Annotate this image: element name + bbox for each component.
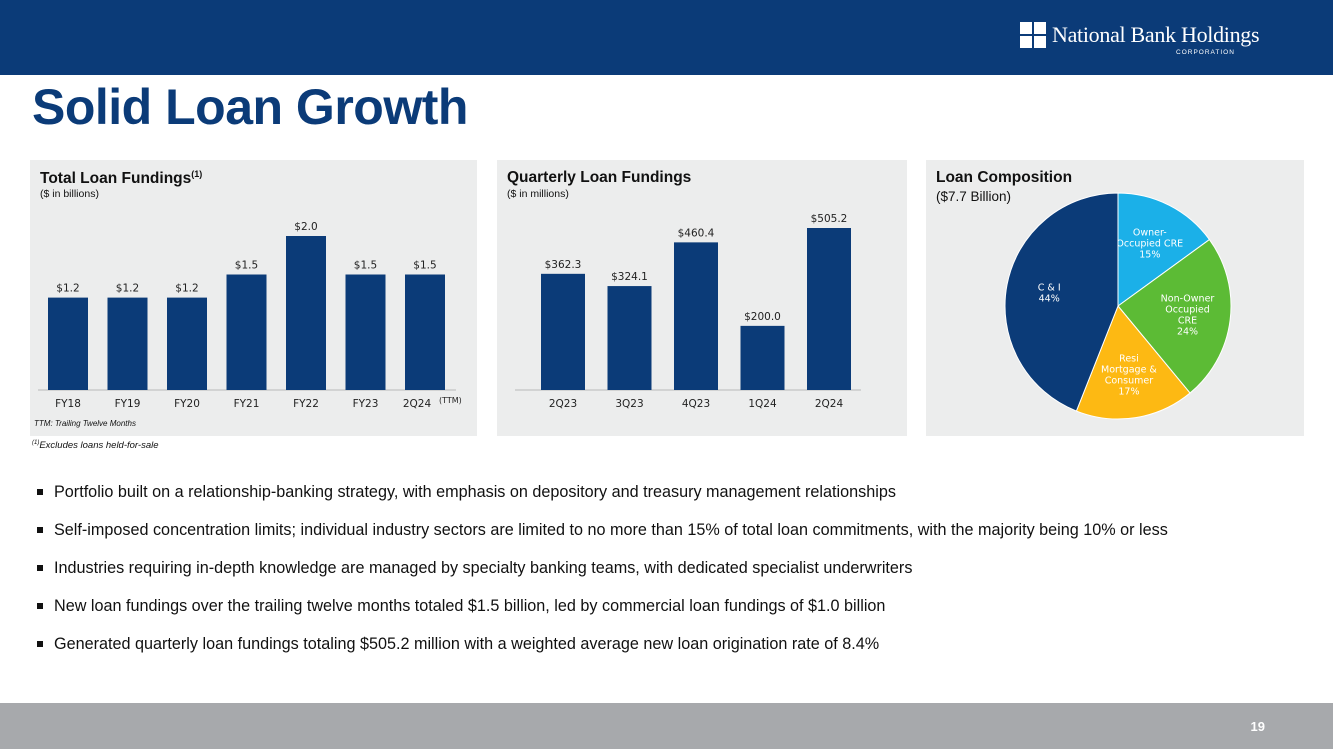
panel-title: Total Loan Fundings(1) <box>40 169 203 188</box>
bullet-list: Portfolio built on a relationship-bankin… <box>36 482 1276 672</box>
pie-slice <box>1075 305 1191 420</box>
bar <box>607 286 652 390</box>
company-logo: National Bank Holdings CORPORATION <box>1020 22 1265 62</box>
bar <box>286 236 326 390</box>
total-loan-fundings-panel: $1.2 FY18 $1.2 FY19 $1.2 FY20 $1.5 FY21 $2.0 FY22… <box>30 160 477 436</box>
data-label: $505.2 <box>811 213 848 225</box>
data-label: $1.2 <box>175 283 198 295</box>
panel-subtitle: ($ in billions) <box>40 188 99 200</box>
quarterly-loan-fundings-chart: $362.3 2Q23 $324.1 3Q23 $460.4 4Q23 $200.0 1Q24… <box>515 213 861 410</box>
tick-label: FY18 <box>55 398 81 410</box>
bar <box>226 274 267 390</box>
bar <box>674 242 718 390</box>
bar <box>541 273 585 390</box>
tick-label: FY19 <box>115 398 141 410</box>
data-label: $1.5 <box>235 260 258 272</box>
tick-label: 2Q24 <box>815 398 844 410</box>
logo-sub: CORPORATION <box>1176 49 1235 56</box>
footnote: (1)Excludes loans held-for-sale <box>32 440 159 452</box>
data-label: $1.2 <box>56 283 79 295</box>
title-superscript: (1) <box>191 169 203 179</box>
footer-bar: 19 <box>0 703 1333 749</box>
tick-superscript: (TTM) <box>439 396 462 405</box>
panel-subtitle: ($7.7 Billion) <box>936 189 1012 204</box>
header-bar: National Bank Holdings CORPORATION <box>0 0 1333 75</box>
tick-label: 2Q24 <box>403 398 432 410</box>
bar <box>740 325 785 390</box>
data-label: $460.4 <box>678 227 715 239</box>
pie-slice <box>1117 192 1211 307</box>
data-label: $1.2 <box>116 283 139 295</box>
pie-slice <box>1004 192 1119 412</box>
data-label: $1.5 <box>354 260 377 272</box>
bar <box>405 274 445 390</box>
bar <box>48 297 88 390</box>
bullet-item: Portfolio built on a relationship-bankin… <box>36 482 1276 502</box>
tick-label: FY22 <box>293 398 319 410</box>
tick-label: 3Q23 <box>615 398 643 410</box>
bullet-item: New loan fundings over the trailing twel… <box>36 596 1276 616</box>
tick-label: 2Q23 <box>549 398 577 410</box>
bullet-item: Industries requiring in-depth knowledge … <box>36 558 1276 578</box>
slice-label: Owner-Occupied CRE 15% <box>1116 228 1183 261</box>
slice-label: Non-Owner Occupied CRE 24% <box>1161 293 1215 337</box>
panel-title: Loan Composition <box>936 169 1073 186</box>
logo-squares-icon <box>1020 22 1046 48</box>
tick-label: FY20 <box>174 398 200 410</box>
total-loan-fundings-chart: $1.2 FY18 $1.2 FY19 $1.2 FY20 $1.5 FY21 $2.0 FY22… <box>38 221 462 410</box>
bullet-item: Self-imposed concentration limits; indiv… <box>36 520 1276 540</box>
data-label: $1.5 <box>413 260 436 272</box>
pie-slice <box>1117 238 1232 394</box>
panel-title: Quarterly Loan Fundings <box>507 169 692 186</box>
data-label: $324.1 <box>611 271 648 283</box>
bar <box>107 297 148 390</box>
slice-label: Resi Mortgage & Consumer 17% <box>1101 354 1157 398</box>
panel-subtitle: ($ in millions) <box>507 188 569 200</box>
tick-label: 4Q23 <box>682 398 710 410</box>
tick-label: 1Q24 <box>748 398 777 410</box>
quarterly-loan-fundings-panel: $362.3 2Q23 $324.1 3Q23 $460.4 4Q23 $200.0 1Q24… <box>497 160 907 436</box>
page-title: Solid Loan Growth <box>32 79 468 135</box>
logo-name: National Bank Holdings <box>1052 22 1260 47</box>
data-label: $2.0 <box>294 221 317 233</box>
ttm-note: TTM: Trailing Twelve Months <box>34 419 136 428</box>
page-number: 19 <box>1250 719 1265 734</box>
bar <box>807 228 851 390</box>
bar <box>167 297 207 390</box>
slice-label: C & I 44% <box>1038 282 1061 304</box>
data-label: $200.0 <box>744 311 781 323</box>
loan-composition-panel: Owner-Occupied CRE 15% Non-Owner Occupied CR… <box>926 160 1304 436</box>
tick-label: FY21 <box>234 398 260 410</box>
bar <box>345 274 386 390</box>
tick-label: FY23 <box>353 398 379 410</box>
data-label: $362.3 <box>545 259 582 271</box>
bullet-item: Generated quarterly loan fundings totali… <box>36 634 1276 654</box>
loan-composition-pie: Owner-Occupied CRE 15% Non-Owner Occupied CR… <box>1004 192 1232 420</box>
